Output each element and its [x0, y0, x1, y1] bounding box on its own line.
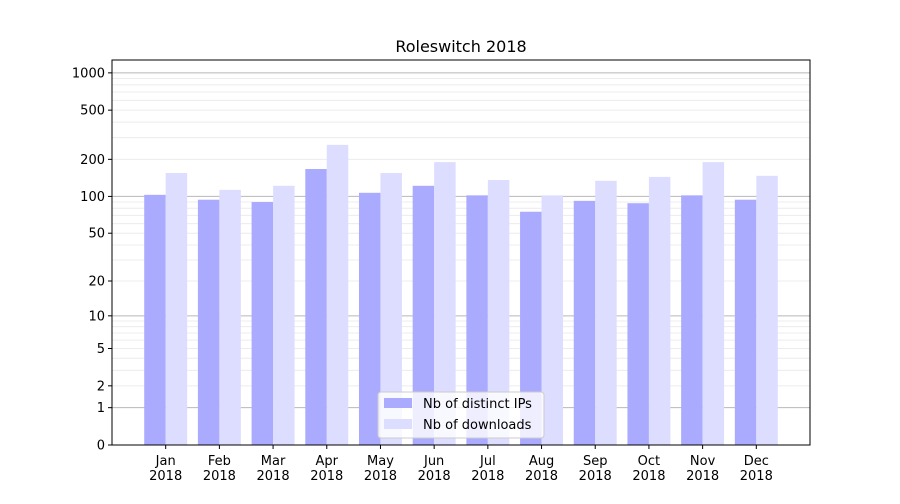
y-tick-label: 500 [80, 104, 105, 119]
bar-downloads [648, 176, 671, 445]
bar-distinct-ips [627, 203, 649, 445]
y-tick-label: 1 [97, 401, 105, 416]
y-tick-label: 10 [88, 309, 105, 324]
y-tick-label: 200 [80, 153, 105, 168]
bar-downloads [434, 162, 456, 446]
y-tick-label: 50 [88, 227, 105, 242]
legend-swatch-ips [384, 398, 412, 408]
x-tick-label: Jun 2018 [418, 454, 451, 484]
legend-label-ips: Nb of distinct IPs [423, 397, 532, 412]
y-tick-label: 0 [97, 439, 105, 454]
bar-distinct-ips [358, 192, 381, 445]
bar-distinct-ips [251, 202, 274, 445]
y-tick-label: 1000 [72, 66, 105, 81]
x-tick-label: Feb 2018 [203, 454, 236, 484]
bar-distinct-ips [520, 211, 542, 445]
y-ticks: 0 1 2 5 10 20 50 100 200 500 1000 [72, 66, 112, 454]
x-tick-label: May 2018 [364, 454, 397, 484]
bar-distinct-ips [573, 200, 596, 445]
bars [144, 144, 778, 446]
y-tick-label: 20 [88, 275, 105, 290]
bar-distinct-ips [305, 169, 327, 445]
y-tick-label: 100 [80, 190, 105, 205]
bar-downloads [487, 179, 510, 445]
x-tick-label: Oct 2018 [632, 454, 665, 484]
x-tick-label: Mar 2018 [257, 454, 290, 484]
bar-distinct-ips [734, 199, 757, 445]
axes-frame [111, 59, 811, 446]
y-tick-label: 5 [97, 342, 105, 357]
x-tick-label: Apr 2018 [310, 454, 343, 484]
y-tick-label: 2 [97, 379, 105, 394]
bar-downloads [541, 195, 564, 445]
bar-downloads [595, 180, 617, 445]
bar-downloads [219, 189, 241, 445]
bar-distinct-ips [412, 185, 435, 446]
x-tick-label: Dec 2018 [740, 454, 773, 484]
x-ticks: Jan 2018 Feb 2018 Mar 2018 Apr 2018 May 2018 Jun 20… [149, 445, 773, 484]
bar-distinct-ips [681, 195, 703, 445]
legend: Nb of distinct IPs Nb of downloads [377, 391, 545, 439]
legend-swatch-downloads [384, 419, 412, 429]
x-tick-label: Sep 2018 [579, 454, 612, 484]
bar-downloads [165, 172, 188, 445]
legend-label-downloads: Nb of downloads [423, 418, 532, 433]
bar-downloads [702, 162, 725, 446]
x-tick-label: Jul 2018 [471, 454, 504, 484]
x-tick-label: Jan 2018 [149, 454, 182, 484]
bar-distinct-ips [466, 195, 488, 445]
bar-downloads [326, 144, 349, 446]
bar-downloads [380, 172, 402, 445]
chart-title: Roleswitch 2018 [395, 37, 526, 56]
bar-downloads [756, 175, 778, 445]
x-tick-label: Nov 2018 [686, 454, 719, 484]
bar-distinct-ips [197, 199, 220, 445]
x-tick-label: Aug 2018 [525, 454, 558, 484]
bar-distinct-ips [144, 194, 166, 445]
bar-downloads [273, 185, 295, 446]
